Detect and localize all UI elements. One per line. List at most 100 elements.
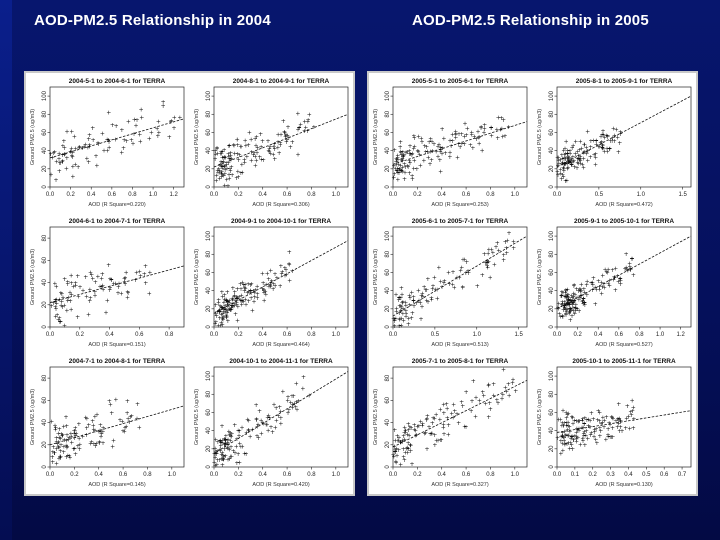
data-point: + <box>254 417 259 424</box>
data-point: + <box>214 462 219 469</box>
data-point: + <box>221 452 226 459</box>
data-point: + <box>239 424 244 431</box>
data-point: + <box>574 286 579 293</box>
data-point: + <box>469 131 474 138</box>
data-point: + <box>58 442 63 449</box>
data-point: + <box>559 176 564 183</box>
data-point: + <box>415 423 420 430</box>
data-point: + <box>631 416 636 423</box>
data-point: + <box>261 420 266 427</box>
data-point: + <box>224 314 229 321</box>
data-point: + <box>496 114 501 121</box>
data-point: + <box>235 304 240 311</box>
data-point: + <box>231 294 236 301</box>
data-point: + <box>499 396 504 403</box>
data-point: + <box>223 155 228 162</box>
x-tick-label: 0.4 <box>95 472 104 478</box>
data-point: + <box>429 295 434 302</box>
data-point: + <box>606 433 611 440</box>
data-point: + <box>243 296 248 303</box>
data-point: + <box>274 405 279 412</box>
data-point: + <box>506 381 511 388</box>
data-point: + <box>255 291 260 298</box>
data-point: + <box>403 308 408 315</box>
data-point: + <box>394 291 399 298</box>
data-point: + <box>481 392 486 399</box>
trend-line <box>556 235 692 310</box>
data-point: + <box>295 110 300 117</box>
data-point: + <box>219 305 224 312</box>
data-point: + <box>558 451 563 458</box>
data-point: + <box>147 269 152 276</box>
data-point: + <box>266 147 271 154</box>
data-point: + <box>246 428 251 435</box>
data-point: + <box>394 306 399 313</box>
data-point: + <box>569 436 574 443</box>
data-point: + <box>630 256 635 263</box>
data-point: + <box>437 141 442 148</box>
data-point: + <box>560 300 565 307</box>
data-point: + <box>93 443 98 450</box>
data-point: + <box>474 136 479 143</box>
data-point: + <box>485 263 490 270</box>
data-point: + <box>442 278 447 285</box>
y-tick-label: 20 <box>42 165 48 172</box>
data-point: + <box>600 128 605 135</box>
data-point: + <box>597 284 602 291</box>
y-tick-label: 100 <box>206 90 212 101</box>
data-point: + <box>561 303 566 310</box>
x-tick-label: 0.5 <box>642 472 651 478</box>
data-point: + <box>402 437 407 444</box>
data-point: + <box>610 414 615 421</box>
data-point: + <box>237 433 242 440</box>
x-tick-label: 0.0 <box>389 472 398 478</box>
data-point: + <box>563 287 568 294</box>
data-point: + <box>53 177 58 184</box>
data-point: + <box>80 287 85 294</box>
y-axis-label: Ground PM2.5 (ug/m3) <box>373 389 379 445</box>
data-point: + <box>580 435 585 442</box>
scatter-plot: 2004-8-1 to 2004-9-1 for TERRA 0.0 0.2 0.4 0… <box>190 73 355 214</box>
data-point: + <box>277 150 282 157</box>
data-point: + <box>607 420 612 427</box>
data-point: + <box>169 118 174 125</box>
data-point: + <box>409 315 414 322</box>
data-point: + <box>227 142 232 149</box>
data-point: + <box>233 311 238 318</box>
scatter-plot: 2004-5-1 to 2004-6-1 for TERRA 0.0 0.2 0.4 0… <box>26 73 191 214</box>
data-point: + <box>608 421 613 428</box>
data-point: + <box>565 300 570 307</box>
data-point: + <box>405 163 410 170</box>
data-point: + <box>560 430 565 437</box>
plot-title: 2005-7-1 to 2005-8-1 for TERRA <box>412 358 509 365</box>
data-point: + <box>435 286 440 293</box>
data-point: + <box>272 146 277 153</box>
y-tick-label: 100 <box>385 90 391 101</box>
data-point: + <box>125 398 130 405</box>
data-point: + <box>556 158 561 165</box>
data-point: + <box>90 418 95 425</box>
data-point: + <box>62 145 67 152</box>
data-point: + <box>52 422 57 429</box>
data-point: + <box>580 416 585 423</box>
data-point: + <box>216 297 221 304</box>
y-tick-label: 20 <box>42 441 48 448</box>
data-point: + <box>579 145 584 152</box>
data-point: + <box>59 431 64 438</box>
x-tick-label: 0.6 <box>462 192 471 198</box>
data-point: + <box>401 317 406 324</box>
data-point: + <box>581 430 586 437</box>
data-point: + <box>398 144 403 151</box>
data-point: + <box>600 420 605 427</box>
x-tick-label: 0.6 <box>660 472 669 478</box>
data-point: + <box>561 408 566 415</box>
y-axis-label: Ground PM2.5 (ug/m3) <box>194 249 200 305</box>
data-point: + <box>480 272 485 279</box>
data-point: + <box>597 410 602 417</box>
data-point: + <box>565 441 570 448</box>
data-point: + <box>229 307 234 314</box>
data-point: + <box>234 301 239 308</box>
data-point: + <box>452 408 457 415</box>
data-point: + <box>83 142 88 149</box>
data-point: + <box>485 258 490 265</box>
